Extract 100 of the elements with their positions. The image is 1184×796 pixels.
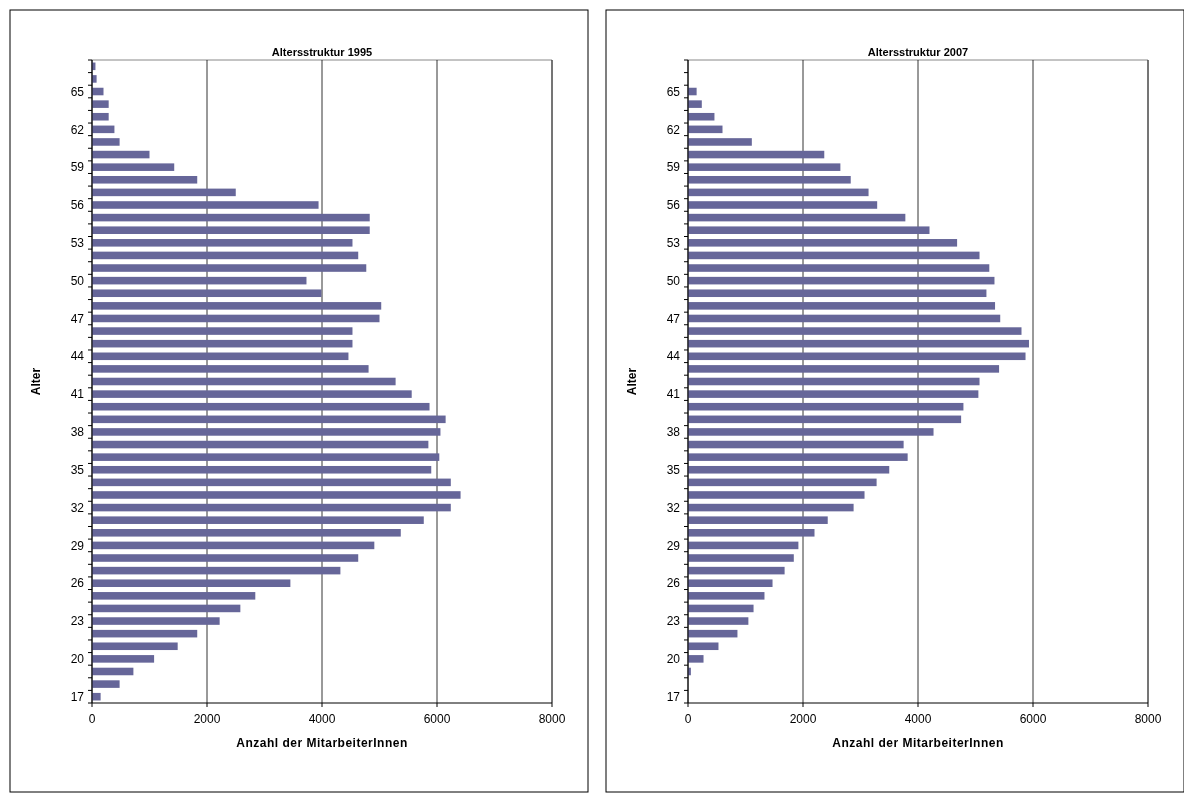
bar xyxy=(92,617,220,625)
bar xyxy=(92,302,382,310)
bar xyxy=(688,415,962,424)
y-tick-label: 29 xyxy=(666,538,681,553)
bar xyxy=(92,226,370,234)
bar xyxy=(92,112,109,121)
bar xyxy=(688,188,869,197)
bar xyxy=(688,579,773,588)
bar xyxy=(688,402,964,411)
bar xyxy=(688,201,878,209)
bar xyxy=(92,566,341,575)
bar xyxy=(92,150,150,159)
bar xyxy=(688,276,995,285)
bar xyxy=(688,377,980,386)
bar xyxy=(688,655,704,663)
bar xyxy=(92,428,441,436)
bar xyxy=(92,163,175,171)
bar xyxy=(92,251,359,260)
bar xyxy=(688,150,825,159)
bar xyxy=(688,352,1026,361)
y-tick-label: 29 xyxy=(70,538,85,553)
x-tick-label: 2000 xyxy=(193,712,221,726)
bar xyxy=(92,604,241,613)
bar xyxy=(92,239,353,247)
y-tick-label: 17 xyxy=(70,689,85,704)
y-tick-label: 35 xyxy=(666,462,681,477)
bar xyxy=(92,201,319,209)
x-axis-title: Anzahl der MitarbeiterInnen xyxy=(832,736,1004,750)
bar xyxy=(92,402,430,411)
bar xyxy=(688,465,890,474)
x-axis-title: Anzahl der MitarbeiterInnen xyxy=(236,736,408,750)
bar xyxy=(92,642,178,651)
y-tick-label: 17 xyxy=(666,689,681,704)
bar xyxy=(92,491,461,499)
y-tick-label: 32 xyxy=(70,500,85,515)
y-tick-label: 62 xyxy=(70,122,85,137)
y-tick-label: 38 xyxy=(70,425,85,440)
y-tick-label: 56 xyxy=(666,198,681,213)
bar xyxy=(688,175,851,184)
bar xyxy=(92,478,451,487)
y-tick-label: 26 xyxy=(666,576,681,591)
bar xyxy=(688,516,828,524)
y-tick-label: 65 xyxy=(70,84,85,99)
bar xyxy=(688,529,815,537)
y-tick-label: 47 xyxy=(666,311,681,326)
bar xyxy=(92,175,198,184)
bar xyxy=(688,138,752,146)
bar xyxy=(688,213,906,222)
y-tick-label: 53 xyxy=(70,236,85,251)
bar xyxy=(92,465,432,474)
bar xyxy=(92,655,155,663)
bar xyxy=(688,112,715,121)
bar xyxy=(92,629,198,638)
bar xyxy=(688,289,987,298)
y-axis-title: Alter xyxy=(29,367,43,396)
y-tick-label: 62 xyxy=(666,122,681,137)
y-tick-label: 59 xyxy=(666,160,681,175)
bar xyxy=(688,440,904,449)
bar xyxy=(688,554,794,562)
bar xyxy=(92,529,401,537)
y-axis-title: Alter xyxy=(625,367,639,396)
y-tick-label: 41 xyxy=(666,387,681,402)
bar xyxy=(688,541,799,550)
bar xyxy=(92,352,349,361)
y-tick-label: 23 xyxy=(666,614,681,629)
bar xyxy=(92,100,109,108)
bar xyxy=(92,213,370,222)
bar xyxy=(92,541,375,550)
bar xyxy=(92,390,412,398)
x-tick-label: 4000 xyxy=(308,712,336,726)
bar xyxy=(92,314,380,323)
bar xyxy=(688,226,930,234)
x-tick-label: 8000 xyxy=(1134,712,1162,726)
bar xyxy=(92,327,353,335)
bar xyxy=(688,163,841,171)
x-tick-label: 0 xyxy=(684,712,692,726)
bar xyxy=(688,327,1022,335)
y-tick-label: 26 xyxy=(70,576,85,591)
bar xyxy=(92,592,256,600)
y-tick-label: 56 xyxy=(70,198,85,213)
x-tick-label: 2000 xyxy=(789,712,817,726)
bar xyxy=(688,629,738,638)
x-tick-label: 8000 xyxy=(538,712,566,726)
bar xyxy=(688,642,719,651)
bar xyxy=(92,453,440,461)
y-tick-label: 59 xyxy=(70,160,85,175)
bar xyxy=(92,75,97,83)
bar xyxy=(92,264,367,272)
y-tick-label: 32 xyxy=(666,500,681,515)
bar xyxy=(92,680,120,688)
bar xyxy=(688,478,877,487)
bar xyxy=(92,516,424,524)
y-tick-label: 53 xyxy=(666,236,681,251)
bar xyxy=(688,125,723,134)
bar xyxy=(92,554,359,562)
x-tick-label: 0 xyxy=(88,712,96,726)
bar xyxy=(688,239,958,247)
chart-title: Altersstruktur 2007 xyxy=(867,46,969,58)
y-tick-label: 47 xyxy=(70,311,85,326)
bar xyxy=(92,377,396,386)
